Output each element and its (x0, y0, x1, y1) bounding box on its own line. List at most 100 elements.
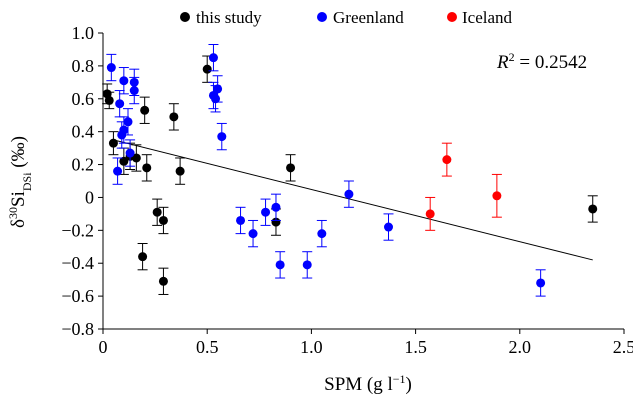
data-point-greenland (125, 139, 136, 167)
x-axis-label: SPM (g l−1) (324, 372, 412, 395)
data-point-iceland (441, 142, 452, 177)
marker (492, 191, 502, 201)
data-point-greenland (123, 108, 134, 136)
data-point-this-study (104, 91, 115, 110)
data-point-greenland (248, 219, 259, 248)
data-point-greenland (535, 269, 546, 297)
data-point-greenland (235, 206, 246, 235)
y-tick-label: 0.8 (72, 56, 95, 76)
marker (123, 117, 133, 127)
trendline (113, 139, 593, 261)
x-tick-label: 1.5 (404, 337, 427, 357)
legend-item-greenland: Greenland (317, 8, 404, 27)
data-point-greenland (343, 180, 354, 208)
y-tick-label: 1.0 (72, 23, 95, 43)
y-tick-label: 0.6 (72, 89, 95, 109)
legend-label-greenland: Greenland (333, 8, 404, 27)
data-point-this-study (152, 198, 163, 226)
data-point-greenland (270, 193, 281, 221)
marker (442, 155, 452, 165)
marker (115, 99, 125, 109)
data-point-greenland (383, 213, 394, 241)
data-point-this-study (168, 103, 179, 131)
data-point-iceland (491, 173, 502, 218)
data-point-greenland (260, 198, 271, 226)
marker (138, 252, 148, 262)
marker (140, 105, 150, 115)
marker (248, 229, 258, 239)
y-tick-label: −0.4 (61, 253, 94, 273)
data-point-greenland (112, 157, 123, 185)
data-point-this-study (108, 131, 119, 156)
marker (104, 95, 114, 105)
data-point-greenland (118, 67, 129, 95)
marker (113, 166, 123, 176)
x-tick-label: 2.5 (613, 337, 633, 357)
marker (236, 215, 246, 225)
marker (142, 163, 152, 173)
data-point-greenland (275, 251, 286, 279)
x-tick-label: 0 (99, 337, 108, 357)
data-points (102, 44, 598, 297)
marker (202, 64, 212, 74)
marker (169, 112, 179, 122)
marker (217, 132, 227, 142)
data-point-greenland (118, 116, 129, 144)
marker (588, 204, 598, 214)
marker (425, 209, 435, 219)
marker (119, 76, 129, 86)
legend-label-this-study: this study (196, 8, 262, 27)
data-point-iceland (425, 196, 436, 231)
data-point-greenland (129, 76, 140, 105)
data-point-greenland (316, 219, 327, 248)
legend-marker-iceland (447, 12, 457, 22)
y-tick-label: −0.6 (61, 286, 94, 306)
y-tick-label: 0 (85, 187, 94, 207)
data-point-greenland (302, 251, 313, 279)
data-point-this-study (141, 154, 152, 182)
marker (536, 278, 546, 288)
marker (213, 84, 223, 94)
x-ticks: 0 0.5 1.0 1.5 2.0 2.5 (99, 329, 633, 357)
marker (317, 229, 327, 239)
marker (129, 86, 139, 96)
y-tick-label: 0.2 (72, 155, 95, 175)
marker (344, 189, 354, 199)
legend: this study Greenland Iceland (180, 8, 513, 27)
data-point-this-study (587, 195, 598, 223)
data-point-this-study (139, 96, 150, 124)
marker (208, 53, 218, 63)
marker (119, 125, 129, 135)
marker (108, 138, 118, 148)
x-tick-label: 0.5 (196, 337, 219, 357)
marker (106, 63, 116, 73)
marker (125, 148, 135, 158)
marker (275, 260, 285, 270)
data-point-this-study (158, 267, 169, 295)
legend-marker-greenland (317, 12, 327, 22)
marker (158, 215, 168, 225)
data-point-greenland (212, 75, 223, 103)
marker (131, 153, 141, 163)
data-point-this-study (158, 206, 169, 235)
legend-item-this-study: this study (180, 8, 262, 27)
y-tick-label: −0.2 (61, 220, 94, 240)
marker (175, 166, 185, 176)
marker (271, 202, 281, 212)
y-axis-label: δ30SiDSi (‰) (6, 136, 34, 228)
y-tick-label: −0.8 (61, 319, 94, 339)
legend-marker-this-study (180, 12, 190, 22)
data-point-this-study (285, 154, 296, 182)
marker (384, 222, 394, 232)
data-point-this-study (175, 157, 186, 185)
marker (302, 260, 312, 270)
marker (119, 156, 129, 166)
legend-item-iceland: Iceland (447, 8, 513, 27)
y-tick-label: 0.4 (72, 122, 95, 142)
x-tick-label: 2.0 (509, 337, 532, 357)
data-point-this-study (137, 242, 148, 271)
data-point-greenland (106, 53, 117, 82)
marker (152, 207, 162, 217)
x-tick-label: 1.0 (300, 337, 323, 357)
